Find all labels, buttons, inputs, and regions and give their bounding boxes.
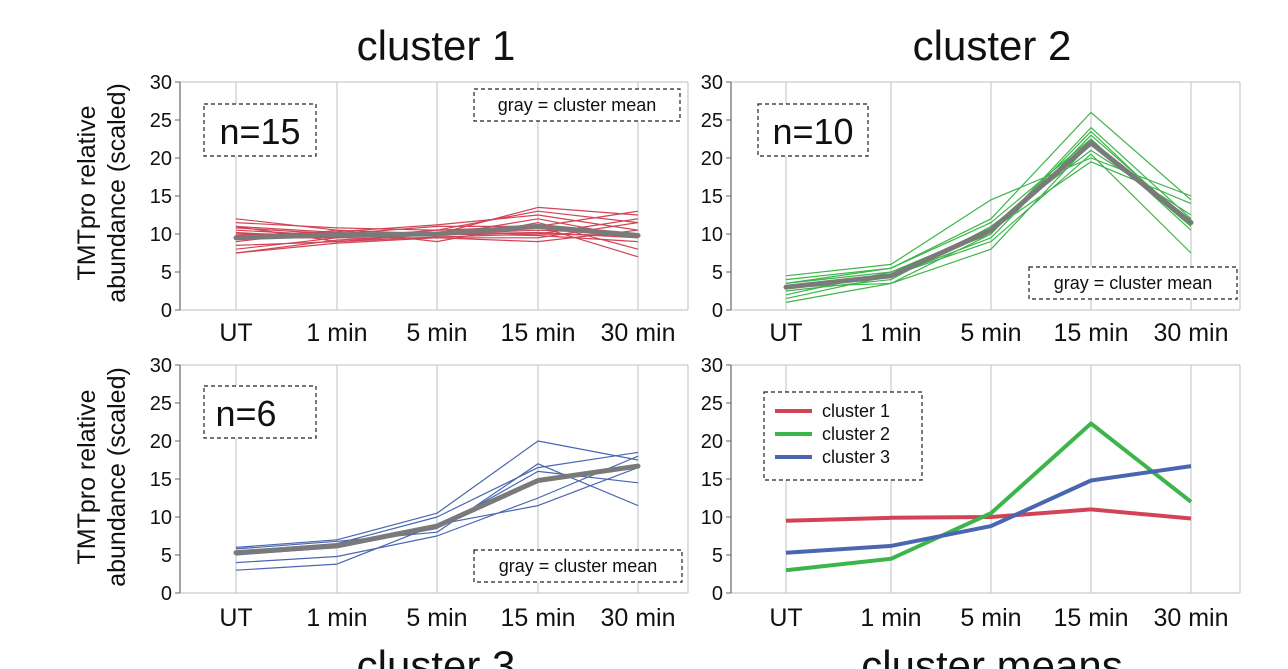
panel-title-cluster-3: cluster 3	[357, 642, 516, 669]
series-line-cluster-3	[785, 464, 1192, 555]
x-tick-label: 30 min	[1153, 604, 1228, 632]
y-tick-label: 0	[712, 583, 723, 605]
x-tick-label: UT	[219, 319, 252, 347]
chart-panel-cluster-means: 0 5 10 15 20 25 30 UT 1 min 5 min 15 min 30 min	[701, 355, 1241, 632]
x-tick-label: 15 min	[1053, 604, 1128, 632]
chart-panel-cluster-2: 0 5 10 15 20 25 30 UT 1 min 5 min 15 min 30 min	[701, 72, 1241, 347]
panel-title-cluster-means: cluster means	[861, 642, 1122, 669]
panel-title-cluster-1: cluster 1	[357, 22, 516, 69]
n-count-box	[203, 385, 317, 439]
y-tick-label: 10	[701, 224, 723, 246]
x-tick-label: UT	[769, 319, 802, 347]
series-line	[235, 229, 639, 254]
x-tick-label: 5 min	[406, 604, 467, 632]
y-axis-title-top: TMTpro relative abundance (scaled)	[73, 83, 131, 303]
y-axis-title-line-2: abundance (scaled)	[103, 367, 131, 587]
series-line	[785, 134, 1192, 288]
series-line	[785, 142, 1192, 288]
y-axis-title-line-2: abundance (scaled)	[103, 83, 131, 303]
x-tick-label: 1 min	[860, 604, 921, 632]
y-tick-label: 20	[150, 431, 172, 453]
y-tick-label: 30	[701, 355, 723, 377]
series-line	[235, 225, 639, 258]
series-line-cluster-2	[785, 421, 1193, 573]
legend-label-cluster-3: cluster 3	[822, 447, 890, 467]
series-line	[785, 130, 1192, 303]
cluster-mean-line	[233, 223, 641, 241]
x-tick-label: UT	[769, 604, 802, 632]
mean-note-box	[473, 88, 681, 122]
y-tick-label: 20	[150, 148, 172, 170]
series-line	[235, 455, 639, 564]
x-tick-label: 1 min	[306, 604, 367, 632]
x-tick-label: 1 min	[306, 319, 367, 347]
y-tick-label: 0	[712, 300, 723, 322]
n-count-label: n=6	[215, 393, 276, 434]
y-tick-label: 25	[150, 110, 172, 132]
series-line	[785, 153, 1192, 300]
cluster-mean-line	[783, 140, 1194, 290]
n-count-box	[203, 103, 317, 157]
y-tick-label: 5	[712, 262, 723, 284]
y-tick-label: 10	[701, 507, 723, 529]
series-line-cluster-1	[785, 507, 1192, 523]
y-tick-label: 5	[161, 545, 172, 567]
x-tick-label: 5 min	[960, 604, 1021, 632]
mean-note-text: gray = cluster mean	[498, 95, 657, 115]
x-tick-label: 15 min	[500, 604, 575, 632]
mean-note-text: gray = cluster mean	[1054, 273, 1213, 293]
panel-title-cluster-2: cluster 2	[913, 22, 1072, 69]
series-line	[785, 138, 1192, 284]
mean-note-text: gray = cluster mean	[499, 556, 658, 576]
chart-panel-cluster-1: 0 5 10 15 20 25 30 UT 1 min 5 min 15 min 30 min	[150, 72, 689, 347]
x-tick-label: 15 min	[500, 319, 575, 347]
y-tick-label: 5	[161, 262, 172, 284]
y-tick-label: 0	[161, 583, 172, 605]
y-tick-label: 20	[701, 431, 723, 453]
series-line	[785, 111, 1192, 281]
y-tick-label: 15	[701, 186, 723, 208]
series-line	[235, 214, 639, 237]
n-count-label: n=10	[772, 111, 853, 152]
legend-label-cluster-2: cluster 2	[822, 424, 890, 444]
x-tick-label: 30 min	[600, 319, 675, 347]
cluster-mean-line	[233, 463, 641, 556]
y-tick-label: 10	[150, 507, 172, 529]
series-line	[235, 440, 639, 548]
y-tick-label: 0	[161, 300, 172, 322]
y-tick-label: 20	[701, 148, 723, 170]
n-count-box	[757, 103, 869, 157]
y-tick-label: 30	[150, 355, 172, 377]
y-tick-label: 15	[150, 469, 172, 491]
y-tick-label: 30	[150, 72, 172, 94]
y-tick-label: 15	[701, 469, 723, 491]
legend: cluster 1 cluster 2 cluster 3	[763, 391, 923, 481]
y-tick-label: 10	[150, 224, 172, 246]
y-tick-label: 5	[712, 545, 723, 567]
y-axis-title-line-1: TMTpro relative	[73, 105, 101, 280]
mean-note-box	[473, 549, 683, 583]
chart-panel-cluster-3: 0 5 10 15 20 25 30 UT 1 min 5 min 15 min 30 min	[150, 355, 689, 632]
y-axis-title-bottom: TMTpro relative abundance (scaled)	[73, 367, 131, 587]
x-tick-label: UT	[219, 604, 252, 632]
x-tick-label: 5 min	[960, 319, 1021, 347]
x-tick-label: 30 min	[600, 604, 675, 632]
n-count-label: n=15	[219, 111, 300, 152]
y-tick-label: 15	[150, 186, 172, 208]
mean-note-box	[1028, 266, 1238, 300]
y-axis-title-line-1: TMTpro relative	[73, 389, 101, 564]
y-tick-label: 25	[150, 393, 172, 415]
y-tick-label: 25	[701, 393, 723, 415]
y-tick-label: 30	[701, 72, 723, 94]
x-tick-label: 1 min	[860, 319, 921, 347]
x-tick-label: 15 min	[1053, 319, 1128, 347]
series-line	[235, 210, 639, 235]
x-tick-label: 30 min	[1153, 319, 1228, 347]
legend-label-cluster-1: cluster 1	[822, 401, 890, 421]
x-tick-label: 5 min	[406, 319, 467, 347]
y-tick-label: 25	[701, 110, 723, 132]
